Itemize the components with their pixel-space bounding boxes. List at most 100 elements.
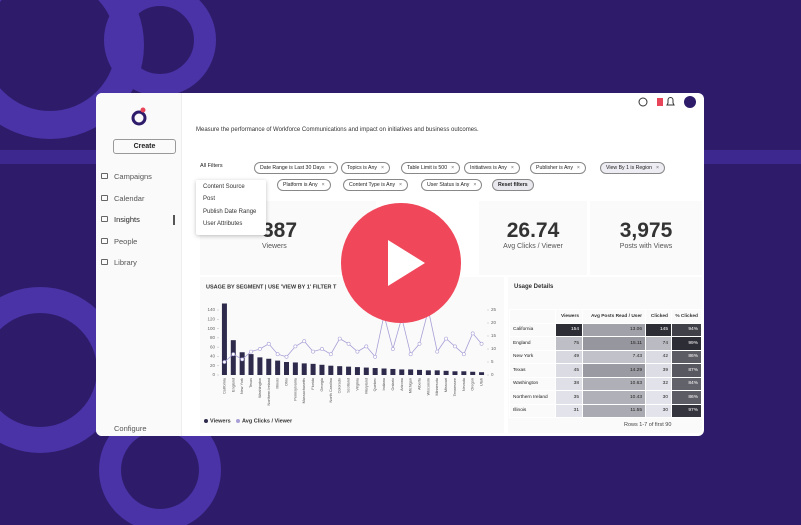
chip-close[interactable]: × xyxy=(399,182,403,188)
bar xyxy=(266,358,272,375)
table-row: California 154 13.06 145 94% xyxy=(509,322,702,337)
bar xyxy=(390,368,396,375)
kpi-tile: 26.74 Avg Clicks / Viewer xyxy=(479,201,587,275)
x-tick-label: Colorado xyxy=(338,378,342,393)
kpi-label: Posts with Views xyxy=(619,243,673,250)
filter-chip[interactable]: View By 1 is Region × xyxy=(600,162,666,174)
bar xyxy=(399,369,405,375)
menu-icon xyxy=(101,237,108,244)
chip-close[interactable]: × xyxy=(328,165,332,171)
bar xyxy=(354,367,360,375)
dropdown-item[interactable]: User Attributes xyxy=(203,220,243,227)
table-cell: 10.63 xyxy=(582,376,646,391)
y-tick-label: 0 xyxy=(212,372,215,377)
kpi-tile: 3,975 Posts with Views xyxy=(590,201,702,275)
kpi-label: Avg Clicks / Viewer xyxy=(503,243,563,250)
chip-close[interactable]: × xyxy=(576,165,580,171)
chip-close[interactable]: × xyxy=(451,165,455,171)
table-cell: 45 xyxy=(555,363,583,378)
filter-chip[interactable]: Table Limit is 500 × xyxy=(401,162,461,174)
x-tick-label: Indiana xyxy=(382,377,386,390)
y-tick-label: 40 xyxy=(210,354,216,359)
table-cell: 86% xyxy=(671,390,702,405)
x-tick-label: California xyxy=(222,377,226,394)
x-tick-label: Minnesota xyxy=(435,377,439,395)
table-cell: 97% xyxy=(671,403,702,418)
filter-chip[interactable]: User Status is Any × xyxy=(421,179,483,191)
all-filters[interactable]: All Filters xyxy=(200,163,223,169)
line-point xyxy=(408,352,413,357)
table-cell: 35 xyxy=(555,390,583,405)
bar xyxy=(230,340,236,375)
line-point xyxy=(346,341,351,346)
menu-item[interactable]: Campaigns xyxy=(114,172,152,181)
play-icon[interactable] xyxy=(388,240,425,286)
x-tick-label: New York xyxy=(240,378,244,394)
bar xyxy=(337,366,343,375)
dropdown-item[interactable]: Post xyxy=(203,196,216,203)
x-tick-label: Massachusetts xyxy=(302,378,306,403)
logo xyxy=(131,107,147,126)
y-tick-label: 120 xyxy=(207,316,215,321)
y-tick-label: 80 xyxy=(210,335,216,340)
table-row: Illinois 31 11.55 30 97% xyxy=(509,403,702,418)
table-footer: Rows 1-7 of first 90 xyxy=(624,422,672,428)
chip-close[interactable]: × xyxy=(473,182,477,188)
filter-chip[interactable]: Topics is Any × xyxy=(341,162,391,174)
menu-item[interactable]: Calendar xyxy=(114,193,145,203)
table-cell: 99% xyxy=(671,336,702,351)
x-tick-label: Quebec xyxy=(373,378,377,391)
line-point xyxy=(328,352,333,357)
reset-filters[interactable]: Reset filters xyxy=(492,179,534,191)
filter-chip[interactable]: Publisher is Any × xyxy=(530,162,586,174)
filter-chip[interactable]: Content Type is Any × xyxy=(343,179,409,191)
row-label: Illinois xyxy=(509,403,556,418)
table-cell: 75 xyxy=(555,336,583,351)
bar xyxy=(425,370,431,375)
chip-close[interactable]: × xyxy=(510,165,514,171)
chip-close[interactable]: × xyxy=(656,165,660,171)
create-button[interactable]: Create xyxy=(113,139,176,154)
bar xyxy=(257,357,263,375)
filter-chip[interactable]: Date Range is Last 30 Days × xyxy=(254,162,338,174)
filter-chip[interactable]: Initiatives is Any × xyxy=(464,162,520,174)
kpi-label: Viewers xyxy=(262,243,287,250)
bar xyxy=(479,372,485,375)
bar xyxy=(434,370,440,375)
avatar[interactable] xyxy=(684,96,696,108)
menu-icon xyxy=(101,259,108,265)
header-row: Viewers Avg Posts Read / User Clicked% Cli… xyxy=(509,309,702,324)
menu-item[interactable]: Library xyxy=(114,258,137,267)
table-cell: 30 xyxy=(645,403,672,418)
filter-chip[interactable]: Platform is Any × xyxy=(277,179,331,191)
menu-item[interactable]: People xyxy=(114,236,138,246)
header-cell: Avg Posts Read / User xyxy=(582,309,646,324)
x-tick-label: Northern Ireland xyxy=(267,378,271,405)
x-tick-label: Arizona xyxy=(400,377,404,391)
line-point xyxy=(266,341,271,346)
chip-close[interactable]: × xyxy=(380,165,385,171)
help-icon[interactable] xyxy=(638,97,648,107)
bar xyxy=(443,370,449,375)
x-tick-label: Ontario xyxy=(391,378,395,390)
y2-tick-label: 0 xyxy=(491,372,494,377)
line-point xyxy=(373,354,378,359)
dropdown-item[interactable]: Content Source xyxy=(203,184,245,190)
x-tick-label: Michigan xyxy=(409,378,413,393)
bar xyxy=(284,362,289,375)
menu-icon xyxy=(101,194,108,201)
y-tick-label: 140 xyxy=(207,307,215,312)
x-tick-label: Oregon xyxy=(471,378,475,391)
notice-icon[interactable] xyxy=(657,98,663,106)
chip-close[interactable]: × xyxy=(321,182,325,188)
menu-item[interactable]: Insights xyxy=(114,215,140,224)
bell-icon[interactable] xyxy=(666,97,675,106)
menu-item[interactable]: Configure xyxy=(114,424,147,433)
y-tick-label: 100 xyxy=(207,326,215,331)
play-button[interactable] xyxy=(340,202,462,324)
active-indicator xyxy=(173,215,175,225)
line-point xyxy=(453,344,457,349)
dropdown-item[interactable]: Publish Date Range xyxy=(203,208,257,215)
bar xyxy=(381,368,387,375)
